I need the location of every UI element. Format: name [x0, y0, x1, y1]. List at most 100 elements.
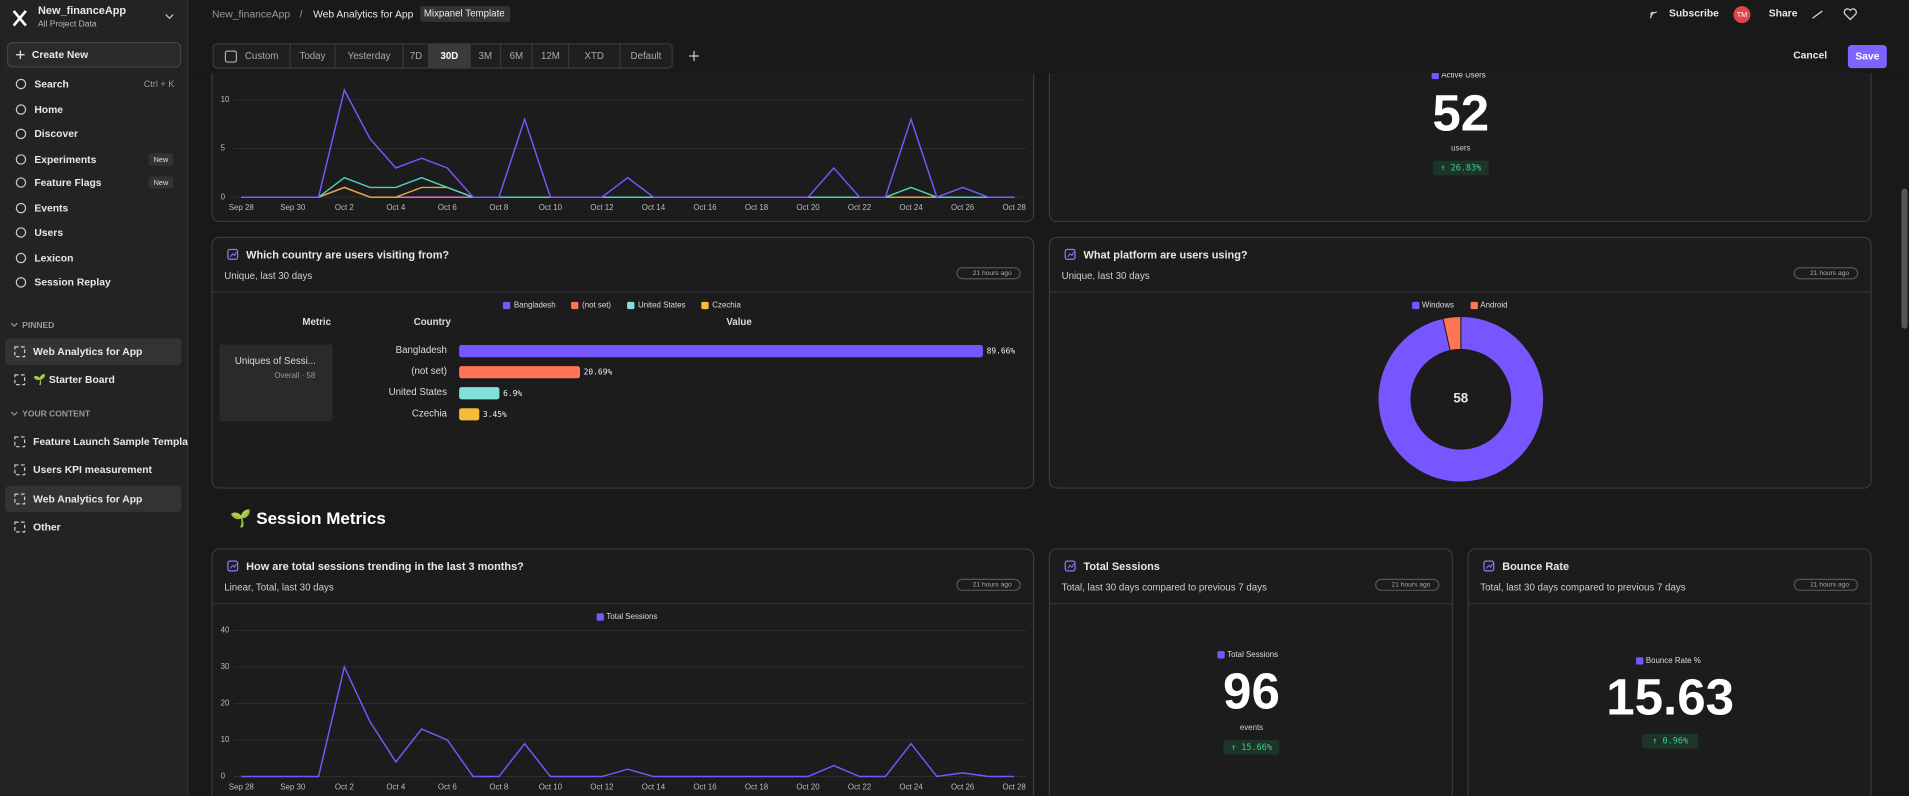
- nav-icon: [15, 128, 27, 140]
- cancel-button[interactable]: Cancel: [1793, 51, 1827, 62]
- nav-item[interactable]: Feature Flags: [34, 178, 101, 189]
- x-tick-label: Oct 28: [1002, 203, 1026, 212]
- range-button[interactable]: 3M: [479, 51, 493, 62]
- scrollbar: [1901, 188, 1908, 329]
- nav-icon: [15, 252, 27, 264]
- bar: [459, 387, 500, 400]
- change-pill: [1642, 733, 1699, 749]
- range-button[interactable]: 7D: [410, 51, 422, 62]
- updated-label: 21 hours ago: [1810, 270, 1849, 277]
- breadcrumb[interactable]: New_financeApp: [212, 9, 290, 20]
- chart-icon-line: [1067, 563, 1075, 569]
- add-icon[interactable]: [689, 51, 699, 61]
- sidebar-item[interactable]: Feature Launch Sample Templa: [33, 437, 188, 448]
- metric-cell: [219, 344, 333, 422]
- range-button[interactable]: 12M: [541, 51, 560, 62]
- x-tick-label: Oct 14: [642, 783, 666, 792]
- range-button[interactable]: Default: [631, 51, 662, 62]
- range-button[interactable]: 6M: [510, 51, 524, 62]
- sidebar-item[interactable]: Other: [33, 522, 61, 533]
- x-tick-label: Oct 24: [899, 203, 923, 212]
- range-button[interactable]: Custom: [245, 51, 278, 62]
- x-tick-label: Oct 8: [489, 783, 508, 792]
- create-button[interactable]: [6, 41, 182, 68]
- badge: [148, 153, 174, 166]
- x-tick-label: Oct 2: [335, 783, 354, 792]
- subscribe-button[interactable]: Subscribe: [1669, 9, 1719, 20]
- shortcut: Ctrl + K: [144, 79, 175, 89]
- chart-icon: [227, 248, 239, 260]
- updated-label: 21 hours ago: [1391, 582, 1430, 589]
- range-button[interactable]: XTD: [585, 51, 604, 62]
- legend-swatch: [1217, 651, 1225, 659]
- card: [1467, 548, 1872, 796]
- card-title[interactable]: Which country are users visiting from?: [246, 249, 449, 261]
- nav-icon: [15, 202, 27, 214]
- x-tick-label: Oct 10: [539, 783, 563, 792]
- sidebar-active: [5, 485, 182, 513]
- chart-icon: [1064, 248, 1076, 260]
- range-button[interactable]: 30D: [440, 51, 458, 62]
- nav-icon: [15, 78, 27, 90]
- kpi-unit: users: [1451, 144, 1470, 153]
- nav-item[interactable]: Search: [34, 79, 68, 90]
- sidebar-item[interactable]: Web Analytics for App: [33, 494, 142, 505]
- workspace-name[interactable]: New_financeApp: [38, 5, 126, 17]
- nav-icon: [15, 104, 27, 115]
- legend-swatch: [1412, 301, 1420, 310]
- range-button[interactable]: Today: [299, 51, 325, 62]
- legend-swatch: [596, 613, 604, 621]
- save-bg: [1847, 45, 1887, 69]
- metric-label: Uniques of Sessi...: [235, 356, 316, 367]
- y-tick-label: 5: [221, 144, 226, 153]
- legend-label: Total Sessions: [606, 612, 657, 621]
- card-title[interactable]: What platform are users using?: [1084, 249, 1248, 261]
- legend-label: Total Sessions: [1227, 650, 1278, 659]
- create-label[interactable]: Create New: [32, 50, 89, 61]
- heart-icon[interactable]: [1843, 8, 1857, 21]
- nav-icon: [15, 154, 27, 165]
- card-title[interactable]: How are total sessions trending in the l…: [246, 561, 524, 573]
- column-header: Metric: [302, 317, 331, 328]
- card-subtitle: Total, last 30 days compared to previous…: [1480, 582, 1685, 593]
- save-button[interactable]: Save: [1855, 51, 1879, 62]
- value-label: 6.9%: [503, 389, 522, 398]
- x-tick-label: Oct 10: [539, 203, 563, 212]
- legend-swatch: [1470, 301, 1478, 310]
- updated-label: 21 hours ago: [973, 582, 1012, 589]
- sidebar-item[interactable]: Web Analytics for App: [33, 347, 142, 358]
- tag: [420, 6, 511, 22]
- metric-sub: Overall · 58: [274, 371, 315, 380]
- nav-item[interactable]: Discover: [34, 129, 78, 140]
- share-button[interactable]: Share: [1769, 9, 1798, 20]
- legend-label: Active Users: [1441, 71, 1485, 80]
- sidebar-item[interactable]: Users KPI measurement: [33, 465, 152, 476]
- x-tick-label: Oct 12: [590, 783, 613, 792]
- sidebar-item[interactable]: 🌱 Starter Board: [33, 373, 115, 386]
- legend-label: United States: [638, 301, 686, 310]
- x-tick-label: Oct 18: [745, 783, 769, 792]
- card-title[interactable]: Total Sessions: [1084, 561, 1160, 573]
- nav-item[interactable]: Session Replay: [34, 278, 111, 289]
- x-tick-label: Oct 4: [386, 203, 405, 212]
- nav-item[interactable]: Lexicon: [34, 253, 73, 264]
- nav-icon: [15, 277, 27, 288]
- legend-swatch: [502, 301, 511, 310]
- sidebar-heading: PINNED: [22, 320, 54, 330]
- chart-icon-line: [1486, 563, 1493, 569]
- board-icon: [14, 374, 26, 386]
- card-title[interactable]: Bounce Rate: [1502, 561, 1569, 573]
- nav-item[interactable]: Home: [34, 105, 63, 116]
- legend-label: Bounce Rate %: [1646, 656, 1701, 665]
- change-label: ↑ 26.83%: [1440, 163, 1481, 173]
- link-icon[interactable]: [1812, 10, 1823, 19]
- nav-item[interactable]: Events: [34, 203, 68, 214]
- nav-item[interactable]: Users: [34, 228, 63, 239]
- range-button[interactable]: Yesterday: [348, 51, 391, 62]
- x-tick-label: Sep 28: [229, 783, 255, 792]
- chevron: [165, 14, 174, 20]
- chart-icon: [1064, 560, 1076, 572]
- legend-swatch: [701, 301, 709, 310]
- nav-item[interactable]: Experiments: [34, 155, 96, 166]
- x-tick-label: Oct 22: [848, 203, 871, 212]
